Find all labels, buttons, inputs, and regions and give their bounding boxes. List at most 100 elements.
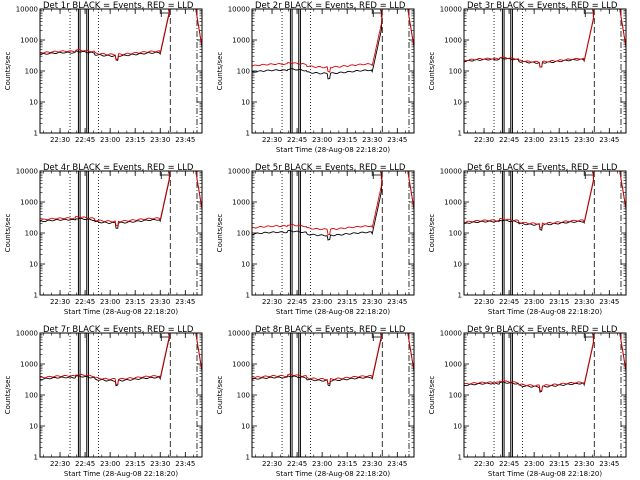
x-tick-label: 23:15 bbox=[549, 136, 569, 144]
x-tick-label: 23:15 bbox=[125, 460, 145, 468]
y-tick-label: 10000 bbox=[440, 6, 462, 14]
y-tick-label: 10 bbox=[453, 99, 462, 107]
series-line-events bbox=[40, 171, 202, 229]
y-tick-label: 100 bbox=[25, 68, 38, 76]
chart-panel-8: Det 8r BLACK = Events, RED = LLD Counts/s… bbox=[216, 325, 415, 478]
chart-panel-3: Det 3r BLACK = Events, RED = LLD Counts/s… bbox=[428, 1, 627, 144]
y-tick-label: 100 bbox=[25, 392, 38, 400]
y-tick-label: 1 bbox=[246, 130, 250, 138]
y-tick-label: 1000 bbox=[232, 199, 250, 207]
series-line-events bbox=[40, 333, 202, 387]
y-axis-label: Counts/sec bbox=[428, 376, 436, 415]
y-tick-label: 100 bbox=[237, 392, 250, 400]
x-axis-label: Start Time (28-Aug-08 22:18:20) bbox=[64, 470, 178, 478]
y-tick-label: 10000 bbox=[16, 168, 38, 176]
y-tick-label: 100 bbox=[449, 230, 462, 238]
y-tick-label: 1000 bbox=[232, 37, 250, 45]
y-tick-label: 1000 bbox=[444, 361, 462, 369]
y-tick-label: 1 bbox=[458, 292, 462, 300]
y-tick-label: 100 bbox=[449, 392, 462, 400]
x-tick-label: 23:00 bbox=[524, 136, 544, 144]
plot-frame bbox=[251, 8, 415, 134]
y-axis-label: Counts/sec bbox=[428, 214, 436, 253]
y-tick-label: 1 bbox=[34, 292, 38, 300]
y-axis-label: Counts/sec bbox=[216, 52, 224, 91]
chart-panel-9: Det 9r BLACK = Events, RED = LLD Counts/s… bbox=[428, 325, 627, 478]
y-tick-label: 10 bbox=[453, 423, 462, 431]
chart-panel-4: Det 4r BLACK = Events, RED = LLD Counts/s… bbox=[4, 163, 203, 316]
y-axis-label: Counts/sec bbox=[216, 376, 224, 415]
x-axis-label: Start Time (28-Aug-08 22:18:20) bbox=[276, 146, 390, 154]
plot-frame bbox=[463, 170, 627, 296]
plot-frame bbox=[39, 8, 203, 134]
x-tick-label: 22:45 bbox=[499, 298, 519, 306]
y-tick-label: 10 bbox=[29, 99, 38, 107]
series-line-events bbox=[252, 171, 414, 241]
x-tick-label: 23:00 bbox=[100, 460, 120, 468]
x-tick-label: 23:45 bbox=[599, 460, 619, 468]
x-tick-label: 23:00 bbox=[312, 136, 332, 144]
y-tick-label: 10000 bbox=[440, 168, 462, 176]
y-axis-label: Counts/sec bbox=[428, 52, 436, 91]
y-tick-label: 10 bbox=[29, 261, 38, 269]
y-tick-label: 10000 bbox=[228, 330, 250, 338]
x-tick-label: 23:45 bbox=[387, 298, 407, 306]
series-line-lld bbox=[40, 171, 202, 227]
x-tick-label: 23:45 bbox=[175, 460, 195, 468]
y-tick-label: 100 bbox=[237, 230, 250, 238]
y-tick-label: 1000 bbox=[20, 199, 38, 207]
x-tick-label: 23:45 bbox=[599, 136, 619, 144]
y-tick-label: 1 bbox=[34, 130, 38, 138]
y-tick-label: 10 bbox=[453, 261, 462, 269]
chart-panel-6: Det 6r BLACK = Events, RED = LLD Counts/s… bbox=[428, 163, 627, 316]
x-tick-label: 23:00 bbox=[100, 136, 120, 144]
y-tick-label: 10000 bbox=[16, 330, 38, 338]
x-axis-label: Start Time (28-Aug-08 22:18:20) bbox=[276, 308, 390, 316]
x-tick-label: 22:30 bbox=[474, 298, 494, 306]
x-tick-label: 22:45 bbox=[75, 298, 95, 306]
y-tick-label: 100 bbox=[449, 68, 462, 76]
x-tick-label: 23:15 bbox=[549, 460, 569, 468]
chart-title: Det 7r BLACK = Events, RED = LLD bbox=[43, 325, 194, 335]
x-tick-label: 23:30 bbox=[150, 298, 170, 306]
y-tick-label: 10000 bbox=[228, 168, 250, 176]
x-tick-label: 23:00 bbox=[524, 460, 544, 468]
y-tick-label: 10 bbox=[241, 261, 250, 269]
x-tick-label: 23:30 bbox=[362, 298, 382, 306]
y-tick-label: 10 bbox=[29, 423, 38, 431]
x-tick-label: 23:15 bbox=[337, 460, 357, 468]
x-tick-label: 22:45 bbox=[287, 460, 307, 468]
x-tick-label: 22:30 bbox=[262, 298, 282, 306]
y-tick-label: 1 bbox=[34, 454, 38, 462]
x-tick-label: 23:15 bbox=[337, 136, 357, 144]
series-line-lld bbox=[464, 9, 626, 68]
x-tick-label: 23:45 bbox=[599, 298, 619, 306]
x-tick-label: 23:15 bbox=[549, 298, 569, 306]
x-tick-label: 23:45 bbox=[387, 460, 407, 468]
series-line-lld bbox=[464, 171, 626, 229]
y-tick-label: 1000 bbox=[444, 37, 462, 45]
x-tick-label: 23:00 bbox=[524, 298, 544, 306]
y-tick-label: 10000 bbox=[16, 6, 38, 14]
y-tick-label: 100 bbox=[237, 68, 250, 76]
x-tick-label: 23:45 bbox=[175, 136, 195, 144]
x-axis-label: Start Time (28-Aug-08 22:18:20) bbox=[488, 308, 602, 316]
chart-title: Det 4r BLACK = Events, RED = LLD bbox=[43, 163, 194, 173]
x-tick-label: 23:30 bbox=[362, 136, 382, 144]
x-tick-label: 22:30 bbox=[50, 136, 70, 144]
x-tick-label: 22:30 bbox=[474, 460, 494, 468]
plot-frame bbox=[463, 8, 627, 134]
chart-title: Det 2r BLACK = Events, RED = LLD bbox=[255, 1, 406, 11]
plot-frame bbox=[39, 332, 203, 458]
chart-title: Det 5r BLACK = Events, RED = LLD bbox=[255, 163, 406, 173]
x-tick-label: 22:30 bbox=[50, 460, 70, 468]
y-tick-label: 1000 bbox=[20, 37, 38, 45]
y-tick-label: 10000 bbox=[228, 6, 250, 14]
y-axis-label: Counts/sec bbox=[4, 376, 12, 415]
plot-frame bbox=[251, 170, 415, 296]
x-tick-label: 23:30 bbox=[150, 136, 170, 144]
y-tick-label: 1 bbox=[458, 130, 462, 138]
plot-frame bbox=[251, 332, 415, 458]
x-tick-label: 23:00 bbox=[312, 460, 332, 468]
